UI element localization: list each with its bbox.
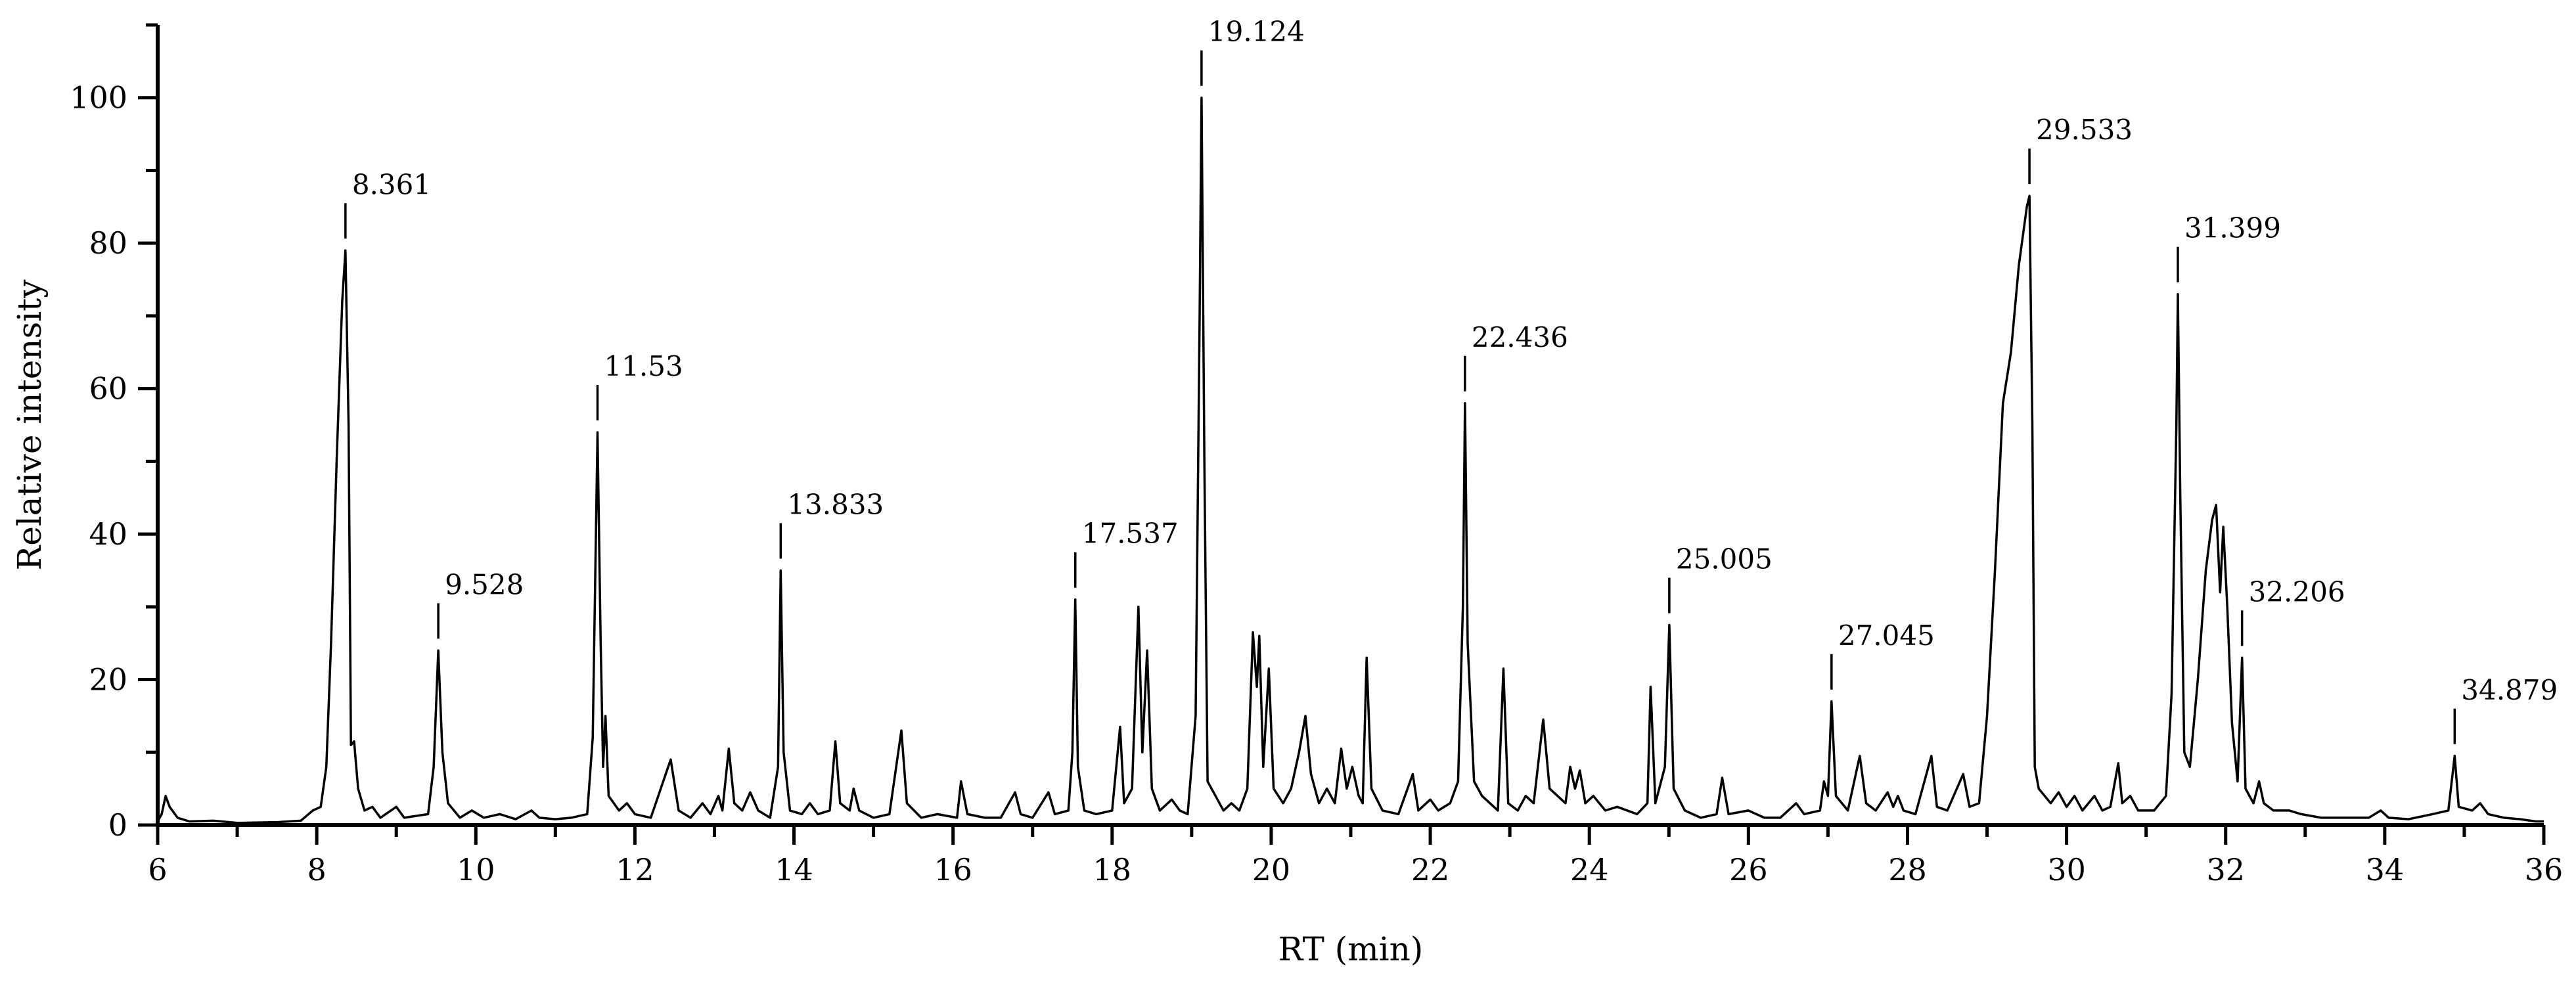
peak-label: 11.53 bbox=[604, 350, 683, 382]
peak-label: 32.206 bbox=[2249, 575, 2345, 608]
y-tick-label: 40 bbox=[89, 516, 127, 552]
peak-annotation: 8.361 bbox=[346, 168, 431, 238]
y-tick-label: 100 bbox=[70, 80, 127, 116]
peak-annotation: 31.399 bbox=[2178, 212, 2281, 282]
x-tick-label: 14 bbox=[775, 852, 813, 887]
x-tick-label: 12 bbox=[616, 852, 654, 887]
x-tick-label: 32 bbox=[2206, 852, 2245, 887]
peak-annotation: 11.53 bbox=[597, 350, 683, 420]
peak-annotation: 19.124 bbox=[1202, 16, 1305, 86]
peak-label: 9.528 bbox=[445, 568, 524, 600]
y-tick-label: 20 bbox=[89, 662, 127, 698]
x-tick-label: 36 bbox=[2525, 852, 2564, 887]
y-tick-label: 0 bbox=[108, 807, 127, 843]
x-tick-label: 16 bbox=[934, 852, 972, 887]
peak-label: 13.833 bbox=[787, 488, 884, 520]
y-tick-label: 60 bbox=[89, 371, 127, 407]
trace-layer bbox=[158, 98, 2544, 823]
x-tick-label: 24 bbox=[1570, 852, 1609, 887]
x-tick-label: 10 bbox=[457, 852, 495, 887]
peak-annotation: 32.206 bbox=[2242, 575, 2345, 646]
peak-annotation: 34.879 bbox=[2454, 674, 2558, 744]
peak-annotation: 17.537 bbox=[1075, 518, 1179, 588]
peak-label: 22.436 bbox=[1472, 321, 1568, 353]
peak-label: 19.124 bbox=[1208, 16, 1305, 48]
peak-label: 27.045 bbox=[1838, 619, 1935, 652]
x-tick-label: 8 bbox=[307, 852, 326, 887]
peak-annotation: 27.045 bbox=[1832, 619, 1935, 690]
x-tick-label: 26 bbox=[1729, 852, 1768, 887]
x-tick-label: 22 bbox=[1411, 852, 1450, 887]
x-tick-label: 28 bbox=[1888, 852, 1927, 887]
peak-annotation: 29.533 bbox=[2029, 114, 2133, 184]
x-tick-label: 34 bbox=[2366, 852, 2405, 887]
y-tick-label: 80 bbox=[89, 225, 127, 261]
x-tick-label: 30 bbox=[2047, 852, 2086, 887]
y-axis-title: Relative intensity bbox=[11, 279, 49, 571]
peak-label: 17.537 bbox=[1082, 518, 1179, 550]
peak-annotation: 22.436 bbox=[1465, 321, 1568, 391]
peak-annotation: 13.833 bbox=[780, 488, 884, 558]
peak-label: 8.361 bbox=[352, 168, 431, 200]
x-tick-label: 20 bbox=[1252, 852, 1291, 887]
x-tick-label: 6 bbox=[148, 852, 167, 887]
peak-annotation: 25.005 bbox=[1669, 543, 1773, 614]
peak-label: 31.399 bbox=[2184, 212, 2281, 244]
peak-labels: 8.361 9.528 11.53 13.833 17.537 19.124 22.436 2… bbox=[346, 16, 2558, 744]
x-tick-label: 18 bbox=[1093, 852, 1132, 887]
peak-annotation: 9.528 bbox=[438, 568, 524, 638]
peak-label: 29.533 bbox=[2036, 114, 2133, 146]
x-axis-title: RT (min) bbox=[1278, 930, 1424, 968]
peak-label: 25.005 bbox=[1676, 543, 1773, 575]
peak-label: 34.879 bbox=[2461, 674, 2558, 706]
chromatogram-line bbox=[158, 98, 2544, 823]
